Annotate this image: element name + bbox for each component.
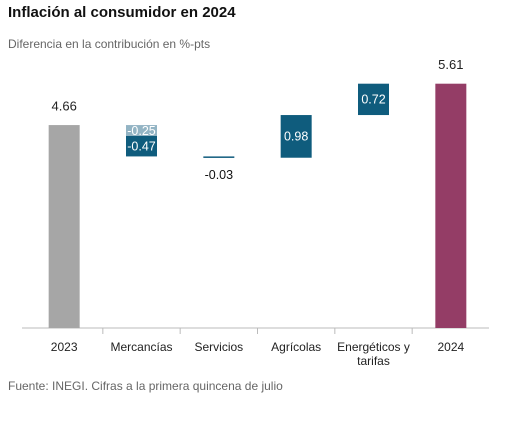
value-label: 0.98 [284,130,308,144]
total-bar [435,83,467,329]
value-label: -0.25 [127,124,156,138]
value-label: 5.61 [438,57,463,72]
chart-title: Inflación al consumidor en 2024 [8,4,236,21]
change-bar [126,135,157,157]
value-label: -0.03 [205,168,234,182]
x-tick-label: 2023 [50,340,78,354]
source-note: Fuente: INEGI. Cifras a la primera quinc… [8,379,283,393]
total-bar [48,125,80,328]
x-tick-label: Energéticos y tarifas [337,340,410,368]
x-tick-label: 2024 [437,340,465,354]
chart-subtitle: Diferencia en la contribución en %-pts [8,37,211,51]
change-bar [280,115,312,158]
value-label: -0.47 [127,139,156,153]
x-tick-label: Agrícolas [271,340,322,354]
change-bar [358,83,389,116]
x-tick-label: Mercancías [110,340,173,354]
value-label: 4.66 [52,99,77,114]
value-label: 0.72 [361,93,385,107]
x-tick-label: Servicios [194,340,244,354]
change-bar [126,125,157,136]
change-bar [203,156,235,158]
